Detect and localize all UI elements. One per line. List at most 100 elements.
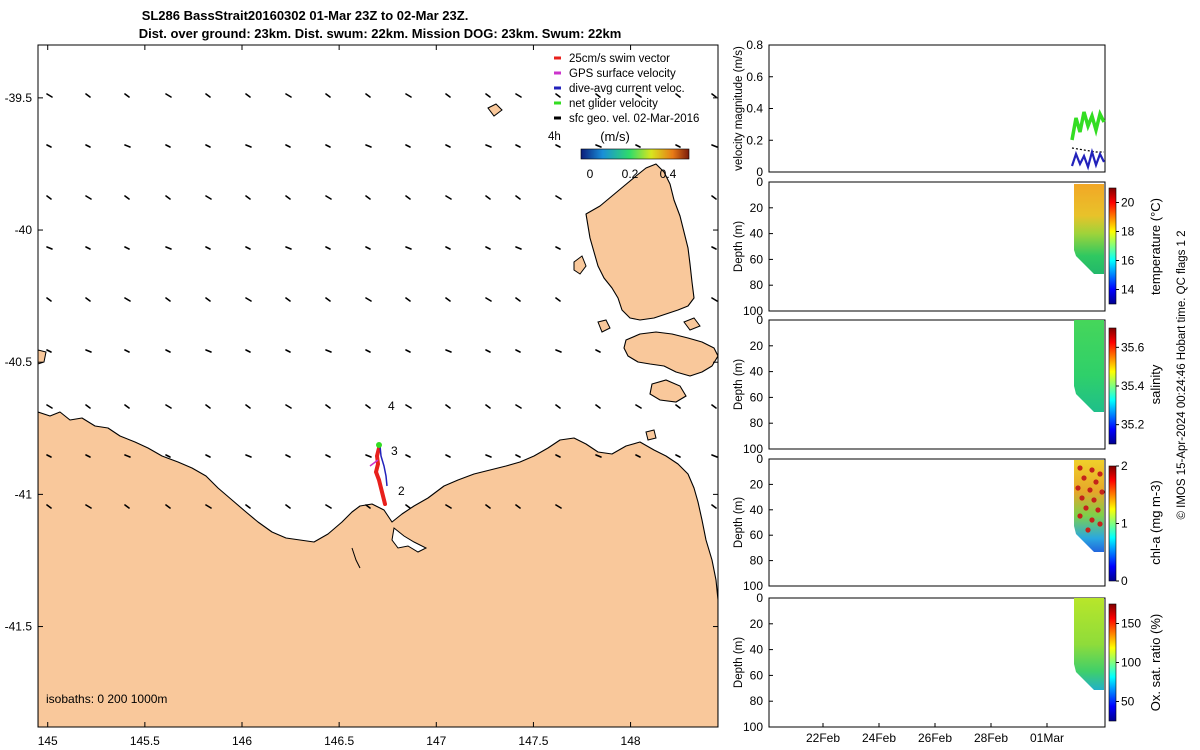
velocity-vector: [245, 246, 251, 250]
colorbar-label: salinity: [1148, 364, 1163, 404]
velocity-vector: [365, 144, 372, 148]
velocity-vector: [445, 144, 451, 148]
oxygen-profile: [1074, 598, 1104, 690]
speed-colorbar: [580, 148, 690, 160]
velocity-vector: [325, 404, 331, 409]
river-mouth: [351, 547, 361, 569]
map-ytick-label: -41: [15, 487, 33, 501]
velocity-vector: [635, 454, 641, 458]
velocity-vector: [515, 297, 521, 302]
velocity-vector: [85, 504, 92, 509]
temperature-panel: [768, 181, 1117, 312]
salinity-profile: [1074, 320, 1104, 412]
legend-scale-label: 4h: [548, 131, 561, 143]
chla-high-point: [1097, 521, 1103, 527]
colorbar-tick-label: 35.2: [1121, 418, 1145, 432]
velocity-vector: [595, 144, 602, 148]
colorbar-tick-2: 0.4: [660, 167, 677, 181]
velocity-vector: [46, 454, 52, 458]
velocity-vector: [124, 93, 130, 98]
velocity-vector: [485, 297, 492, 302]
velocity-vector: [365, 349, 371, 353]
velocity-vector: [245, 144, 252, 148]
legend-label: dive-avg current veloc.: [569, 83, 685, 95]
tasmania-land: [38, 411, 718, 727]
oxygen-colorbar: [1108, 603, 1117, 722]
colorbar-tick-1: 0.2: [622, 167, 639, 181]
velocity-vector: [205, 349, 212, 353]
velocity-vector: [555, 404, 561, 409]
figure-title: SL286 BassStrait20160302 01-Mar 23Z to 0…: [142, 8, 469, 23]
velocity-vector: [165, 404, 172, 409]
velocity-vector: [515, 246, 522, 250]
velocity-vector: [405, 349, 411, 353]
velocity-vector: [46, 195, 52, 200]
velocity-vector: [595, 349, 601, 353]
velocity-vector: [245, 404, 251, 409]
colorbar-label: Ox. sat. ratio (%): [1148, 614, 1163, 712]
velocity-vector: [46, 144, 52, 148]
velocity-vector: [46, 349, 52, 353]
map-legend: 25cm/s swim vector GPS surface velocity di…: [548, 53, 699, 181]
waypoint-3-label: 3: [391, 444, 398, 458]
panel-ytick-label: 20: [750, 477, 764, 491]
map-frame: [37, 44, 719, 728]
velocity-vector: [365, 404, 371, 409]
panel-ytick-label: 0: [756, 313, 763, 327]
velocity-vector: [325, 297, 331, 302]
velocity-vector: [325, 195, 332, 200]
velocity-vector: [285, 454, 291, 458]
velocity-vector: [445, 93, 451, 98]
clarke-island: [649, 379, 687, 403]
panel-ytick-label: 60: [750, 528, 764, 542]
velocity-vector: [46, 504, 52, 509]
chla-panel: [768, 458, 1117, 587]
colorbar-label: temperature (°C): [1148, 198, 1163, 295]
velocity-vector: [555, 349, 562, 353]
velocity-vector: [85, 454, 91, 458]
panel-ytick-label: 40: [750, 503, 764, 517]
panel-xtick-label: 24Feb: [862, 731, 896, 745]
velocity-vector: [555, 195, 562, 200]
velocity-vector: [711, 246, 717, 250]
velocity-vector: [711, 297, 718, 302]
map-ytick-label: -40: [15, 223, 33, 237]
chla-high-point: [1089, 517, 1095, 523]
velocity-vector: [285, 246, 292, 250]
chla-high-point: [1083, 505, 1089, 511]
temperature-axes: [768, 181, 1106, 312]
colorbar-tick-label: 100: [1121, 656, 1141, 670]
chla-high-points: [1075, 465, 1105, 533]
panel-xtick-label: 26Feb: [918, 731, 952, 745]
velocity-vector: [285, 93, 292, 98]
panel-ylabel: velocity magnitude (m/s): [733, 46, 745, 171]
map-ytick-label: -40.5: [5, 355, 33, 369]
map-xtick-label: 145.5: [130, 734, 160, 748]
dive-avg-current-line: [379, 445, 388, 487]
velocity-vector: [635, 404, 642, 409]
chla-high-point: [1077, 513, 1083, 519]
velocity-vector: [515, 404, 522, 409]
chla-axes: [768, 458, 1106, 587]
velocity-vector: [405, 454, 411, 458]
velocity-vector: [124, 195, 130, 200]
panel-ytick-label: 100: [743, 304, 763, 318]
panel-ytick-label: 80: [750, 278, 764, 292]
velocity-vector: [595, 93, 601, 98]
velocity-vector: [485, 93, 491, 98]
velocity-vector: [285, 504, 291, 509]
velocity-vector: [85, 93, 91, 98]
colorbar-tick-label: 50: [1121, 695, 1135, 709]
velocity-vector: [595, 404, 601, 409]
panel-ytick-label: 20: [750, 617, 764, 631]
side-caption: © IMOS 15-Apr-2024 00:24:46 Hobart time.…: [1176, 230, 1188, 519]
chla-high-point: [1091, 497, 1097, 503]
velocity-vector: [165, 297, 171, 302]
panel-ytick-label: 20: [750, 201, 764, 215]
chla-high-point: [1077, 465, 1083, 471]
velocity-vector: [675, 454, 681, 458]
velocity-vector: [485, 404, 491, 409]
panel-ytick-label: 0.4: [746, 102, 763, 116]
velocity-vector: [205, 404, 211, 409]
